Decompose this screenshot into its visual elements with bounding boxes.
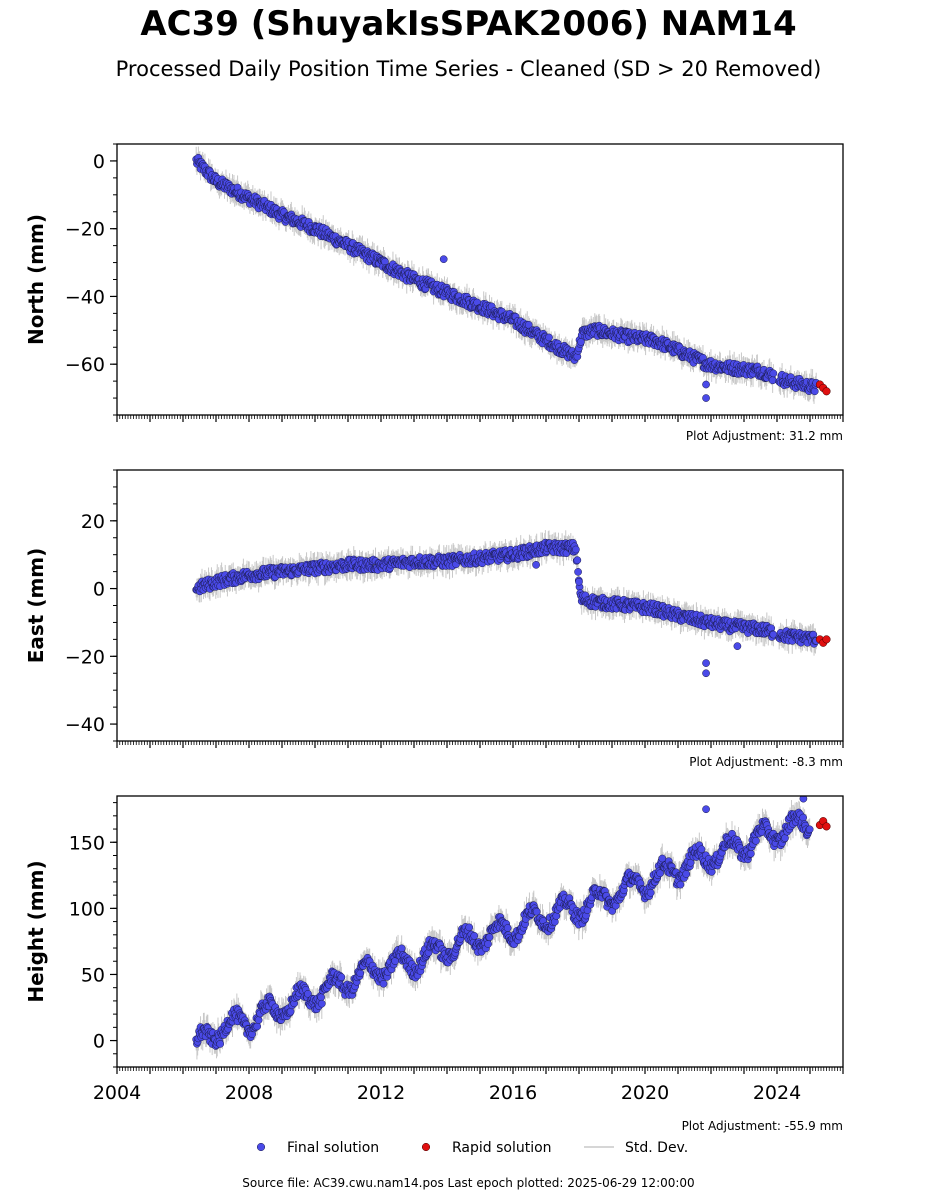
final-point [810,387,819,396]
plot-area [192,530,831,678]
final-point [573,556,582,565]
final-point [572,545,580,554]
final-point [768,376,777,385]
y-tick-label: 0 [93,151,105,173]
outlier-point [702,659,710,667]
final-point [545,333,553,342]
final-point [286,1007,295,1016]
y-tick-label: −40 [65,286,105,308]
y-tick-label: −60 [65,354,105,376]
y-tick-label: −20 [65,646,105,668]
outlier-point [702,669,710,678]
chart-title: AC39 (ShuyakIsSPAK2006) NAM14 [140,4,797,44]
y-tick-label: 20 [81,511,105,533]
final-solution-points [192,153,821,402]
rapid-point [822,635,831,644]
y-tick-label: −20 [65,219,105,241]
outlier-point [439,255,448,264]
final-solution-points [192,538,821,678]
rapid-solution-points [815,635,831,647]
y-axis-label: North (mm) [24,214,48,345]
panel-0: 0 −20 −40 −60 North (mm) Plot Adjustment: 31.… [24,143,844,443]
plot-adjustment-label: Plot Adjustment: -8.3 mm [689,755,843,769]
outlier-point [702,394,710,402]
outlier-point [575,577,583,586]
plot-frame [116,469,844,742]
rapid-point [822,387,831,396]
plot-area [192,146,831,404]
plot-area [192,796,831,1060]
panel-1: 20 0 −20 −40 East (mm) Plot Adjustment: -8.3 … [24,469,844,769]
rapid-solution-points [815,380,831,396]
final-point [253,1022,262,1031]
final-point [216,1040,225,1048]
final-point [769,630,778,639]
outlier-point [733,642,742,651]
chart-subtitle: Processed Daily Position Time Series - C… [115,57,822,81]
final-point [769,369,778,378]
y-axis-label: East (mm) [24,548,48,664]
y-tick-label: 0 [93,579,105,601]
final-solution-points [192,796,814,1050]
final-point [254,1016,263,1024]
plot-adjustment-label: Plot Adjustment: 31.2 mm [686,429,843,443]
outlier-point [532,561,540,569]
outlier-point [702,380,710,389]
y-tick-label: −40 [65,714,105,736]
final-point [574,568,582,576]
